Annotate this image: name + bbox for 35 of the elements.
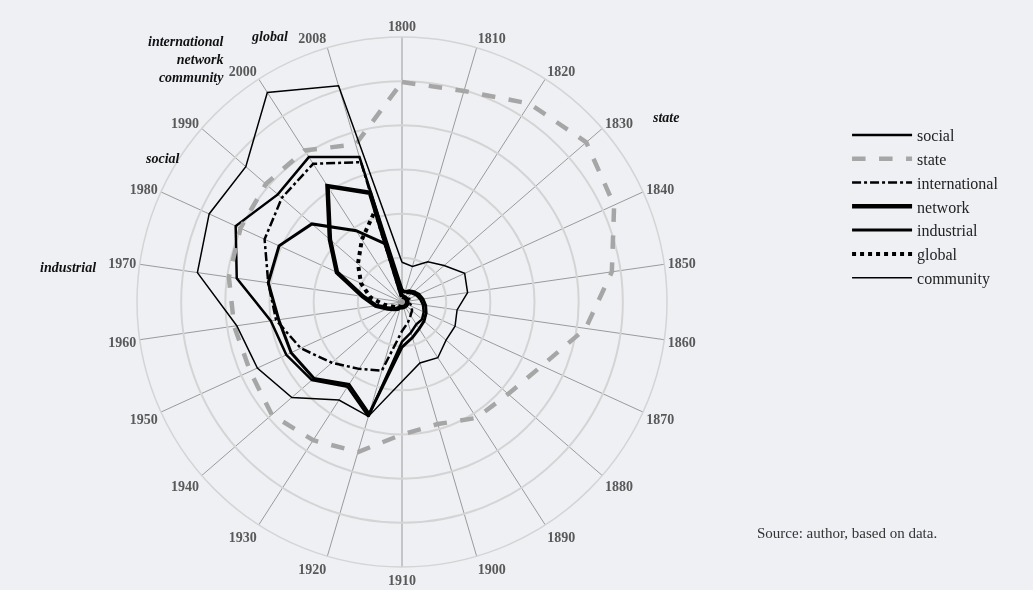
spoke-label: 1890 [547,530,576,546]
spoke-label: 1870 [646,411,675,427]
spoke-label: 1930 [228,530,257,546]
legend-label: international [917,174,999,192]
text: global [251,29,288,44]
spoke-label: 1850 [667,256,696,272]
legend-label: community [917,269,990,288]
spoke-label: 1800 [388,18,416,34]
spoke-label: 1860 [667,335,696,351]
spoke-label: 1820 [547,64,576,80]
text: state [652,110,680,125]
text: international network community [148,34,225,86]
spoke-label: 1880 [604,478,633,494]
text: social [145,151,180,166]
legend-label: industrial [917,222,979,240]
legend-label: network [917,198,970,216]
spoke-label: 2000 [228,64,257,80]
legend-label: global [917,246,958,265]
spoke-label: 1900 [477,562,506,578]
spoke-label: 1830 [604,116,633,132]
text: industrial [40,260,97,275]
spoke-label: 1970 [108,256,137,272]
spoke-label: 1940 [171,478,200,494]
spoke-label: 1950 [129,411,158,427]
spoke-label: 1840 [646,181,675,197]
legend-label: state [917,150,947,168]
spoke-label: 1960 [108,335,137,351]
legend-label: social [917,127,955,145]
spoke-label: 1980 [129,181,158,197]
spoke-label: 1910 [388,572,416,588]
spoke-label: 1920 [298,562,327,578]
source-note: Source: author, based on data. [757,525,938,541]
spoke-label: 2008 [298,31,327,47]
spoke-label: 1810 [477,31,506,47]
spoke-label: 1990 [171,116,200,132]
